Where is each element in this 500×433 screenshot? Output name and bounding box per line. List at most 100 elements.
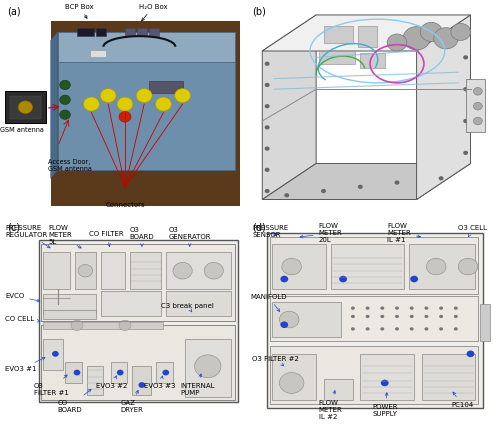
Circle shape — [366, 327, 370, 330]
Polygon shape — [58, 32, 236, 61]
Circle shape — [454, 307, 458, 310]
Polygon shape — [58, 61, 236, 170]
FancyBboxPatch shape — [360, 354, 414, 400]
Circle shape — [474, 102, 482, 110]
Circle shape — [403, 26, 430, 50]
FancyBboxPatch shape — [130, 252, 161, 289]
Text: CO FILTER: CO FILTER — [89, 231, 124, 246]
Text: POWER
SUPPLY: POWER SUPPLY — [372, 393, 398, 417]
Circle shape — [434, 28, 458, 49]
Circle shape — [280, 311, 299, 328]
FancyBboxPatch shape — [96, 28, 106, 36]
Text: FLOW
METER
IL #1: FLOW METER IL #1 — [387, 223, 420, 243]
Polygon shape — [416, 15, 470, 200]
Circle shape — [420, 23, 442, 42]
Circle shape — [395, 315, 399, 318]
Circle shape — [264, 104, 270, 108]
FancyBboxPatch shape — [65, 362, 82, 383]
FancyBboxPatch shape — [185, 339, 230, 397]
FancyBboxPatch shape — [44, 294, 96, 314]
FancyBboxPatch shape — [92, 51, 106, 58]
FancyBboxPatch shape — [272, 354, 316, 400]
FancyBboxPatch shape — [267, 233, 483, 408]
Text: O3
BOARD: O3 BOARD — [130, 227, 154, 246]
FancyBboxPatch shape — [44, 322, 164, 329]
Circle shape — [78, 265, 92, 277]
Text: FLOW
METER
20L: FLOW METER 20L — [300, 223, 343, 243]
Circle shape — [463, 55, 468, 59]
FancyBboxPatch shape — [110, 362, 128, 383]
Polygon shape — [262, 163, 470, 200]
Circle shape — [351, 315, 355, 318]
FancyBboxPatch shape — [41, 325, 235, 400]
Text: MANIFOLD: MANIFOLD — [250, 294, 286, 311]
Circle shape — [463, 87, 468, 91]
Text: O3 CELL: O3 CELL — [458, 225, 487, 237]
Circle shape — [136, 89, 152, 103]
FancyBboxPatch shape — [166, 252, 230, 289]
Circle shape — [410, 276, 418, 282]
FancyBboxPatch shape — [74, 252, 96, 289]
Circle shape — [264, 83, 270, 87]
Circle shape — [84, 97, 100, 111]
Circle shape — [74, 370, 80, 375]
FancyBboxPatch shape — [77, 28, 94, 36]
Circle shape — [284, 193, 289, 197]
FancyBboxPatch shape — [149, 28, 158, 36]
Circle shape — [264, 61, 270, 66]
FancyBboxPatch shape — [270, 346, 478, 404]
Circle shape — [138, 382, 145, 388]
FancyBboxPatch shape — [149, 81, 182, 94]
Text: CO
BOARD: CO BOARD — [58, 389, 91, 413]
Circle shape — [174, 89, 190, 103]
Circle shape — [410, 327, 414, 330]
Circle shape — [366, 315, 370, 318]
Text: FLOW
METER
5L: FLOW METER 5L — [48, 225, 81, 248]
FancyBboxPatch shape — [156, 362, 173, 383]
Circle shape — [424, 307, 428, 310]
Circle shape — [264, 189, 270, 193]
FancyBboxPatch shape — [422, 354, 476, 400]
Circle shape — [395, 327, 399, 330]
Circle shape — [264, 146, 270, 151]
Circle shape — [463, 119, 468, 123]
Circle shape — [52, 351, 59, 357]
Text: O3
FILTER #1: O3 FILTER #1 — [34, 375, 68, 396]
Circle shape — [119, 320, 131, 330]
FancyBboxPatch shape — [132, 366, 152, 395]
FancyBboxPatch shape — [409, 244, 476, 289]
Text: EVO3 #1: EVO3 #1 — [5, 358, 45, 372]
Text: (a): (a) — [8, 6, 21, 16]
Circle shape — [466, 351, 474, 357]
Text: INTERNAL
PUMP: INTERNAL PUMP — [180, 374, 214, 396]
Circle shape — [438, 176, 444, 181]
Circle shape — [439, 315, 443, 318]
Circle shape — [424, 315, 428, 318]
Circle shape — [351, 307, 355, 310]
Circle shape — [204, 262, 224, 279]
Circle shape — [380, 307, 384, 310]
FancyBboxPatch shape — [360, 53, 385, 68]
Polygon shape — [262, 15, 316, 200]
Circle shape — [458, 258, 478, 275]
FancyBboxPatch shape — [101, 252, 125, 289]
Circle shape — [280, 372, 304, 393]
Text: H₂O Box: H₂O Box — [140, 3, 168, 21]
FancyBboxPatch shape — [125, 28, 134, 36]
Text: GAZ
DRYER: GAZ DRYER — [120, 391, 143, 413]
Circle shape — [280, 321, 288, 328]
Text: Access Door,
GSM antenna: Access Door, GSM antenna — [48, 159, 92, 172]
Circle shape — [358, 184, 362, 189]
Text: BCP Box: BCP Box — [65, 3, 94, 18]
Text: GSM antenna: GSM antenna — [0, 127, 44, 133]
Circle shape — [410, 307, 414, 310]
FancyBboxPatch shape — [10, 96, 41, 119]
Text: (b): (b) — [252, 6, 266, 16]
Circle shape — [380, 315, 384, 318]
FancyBboxPatch shape — [270, 296, 478, 341]
Circle shape — [387, 34, 407, 51]
Polygon shape — [50, 32, 58, 178]
Circle shape — [60, 95, 70, 104]
Circle shape — [173, 262, 192, 279]
Circle shape — [100, 89, 116, 103]
